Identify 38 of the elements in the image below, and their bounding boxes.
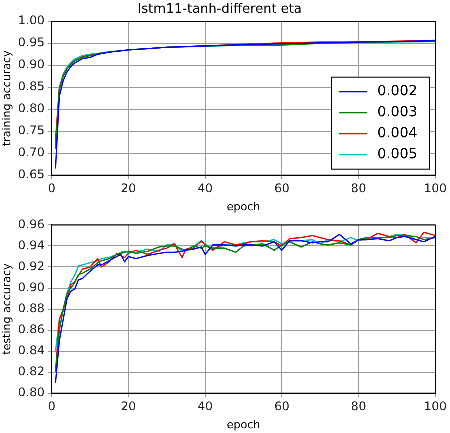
legend-label: 0.003 <box>378 104 418 121</box>
x-tick-label: 60 <box>274 400 290 414</box>
x-tick-label: 40 <box>198 182 214 196</box>
y-tick-label: 1.00 <box>18 14 45 28</box>
x-axis-title: epoch <box>226 200 261 214</box>
y-tick-label: 0.92 <box>18 259 45 274</box>
y-tick-label: 0.82 <box>18 364 45 378</box>
y-tick-label: 0.90 <box>18 58 45 72</box>
y-tick-label: 0.86 <box>18 322 45 336</box>
x-tick-label: 20 <box>121 182 136 196</box>
x-tick-label: 0 <box>48 182 56 196</box>
y-tick-label: 0.80 <box>18 102 45 116</box>
y-tick-label: 0.75 <box>18 124 45 138</box>
legend-label: 0.002 <box>378 84 418 100</box>
x-tick-label: 100 <box>424 182 447 196</box>
x-tick-label: 40 <box>198 400 214 414</box>
y-tick-label: 0.90 <box>18 280 45 294</box>
legend-label: 0.004 <box>378 126 418 142</box>
x-axis-title: epoch <box>226 418 261 432</box>
x-tick-label: 60 <box>274 182 290 196</box>
x-tick-label: 80 <box>351 400 366 414</box>
x-tick-label: 100 <box>424 400 447 414</box>
y-tick-label: 0.80 <box>18 386 45 400</box>
y-tick-label: 0.65 <box>18 168 45 182</box>
chart-title: lstm11-tanh-different eta <box>138 2 302 18</box>
y-axis-title: training accuracy <box>0 50 14 146</box>
y-tick-label: 0.96 <box>18 217 45 232</box>
y-tick-label: 0.94 <box>18 238 45 252</box>
legend-label: 0.005 <box>378 146 418 163</box>
x-tick-label: 20 <box>121 400 136 414</box>
y-tick-label: 0.70 <box>18 146 45 160</box>
x-tick-label: 80 <box>351 182 366 196</box>
x-tick-label: 0 <box>48 400 56 414</box>
y-tick-label: 0.85 <box>18 80 45 94</box>
y-tick-label: 0.95 <box>18 36 45 50</box>
y-axis-title: testing accuracy <box>0 263 14 355</box>
y-tick-label: 0.88 <box>18 301 45 316</box>
y-tick-label: 0.84 <box>18 343 45 358</box>
